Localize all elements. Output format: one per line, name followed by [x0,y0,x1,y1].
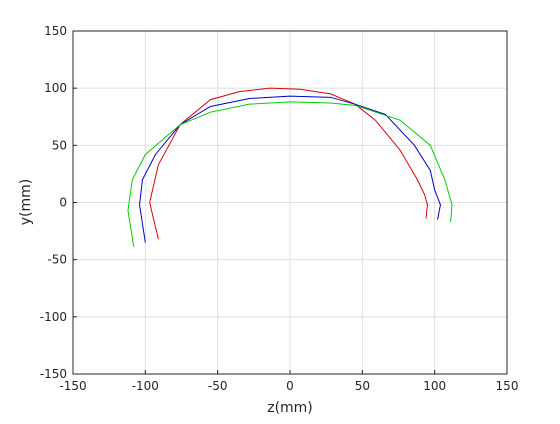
x-tick-label: -50 [208,379,228,393]
x-tick-label: 50 [355,379,370,393]
y-tick-label: 150 [44,24,67,38]
x-tick-label: 100 [423,379,446,393]
y-tick-label: 0 [59,196,67,210]
y-tick-label: -100 [40,310,67,324]
y-tick-label: 100 [44,81,67,95]
plot-frame [72,30,508,375]
data-line [139,95,441,243]
data-line [149,87,428,240]
y-tick-label: 50 [52,138,67,152]
x-tick-label: 150 [496,379,519,393]
y-tick-label: -50 [47,253,67,267]
x-tick-label: -150 [59,379,86,393]
x-tick-label: 0 [286,379,294,393]
x-tick-label: -100 [132,379,159,393]
y-tick-label: -150 [40,367,67,381]
y-axis-label: y(mm) [18,179,34,225]
x-axis-label: z(mm) [267,400,313,416]
data-line [127,101,453,248]
